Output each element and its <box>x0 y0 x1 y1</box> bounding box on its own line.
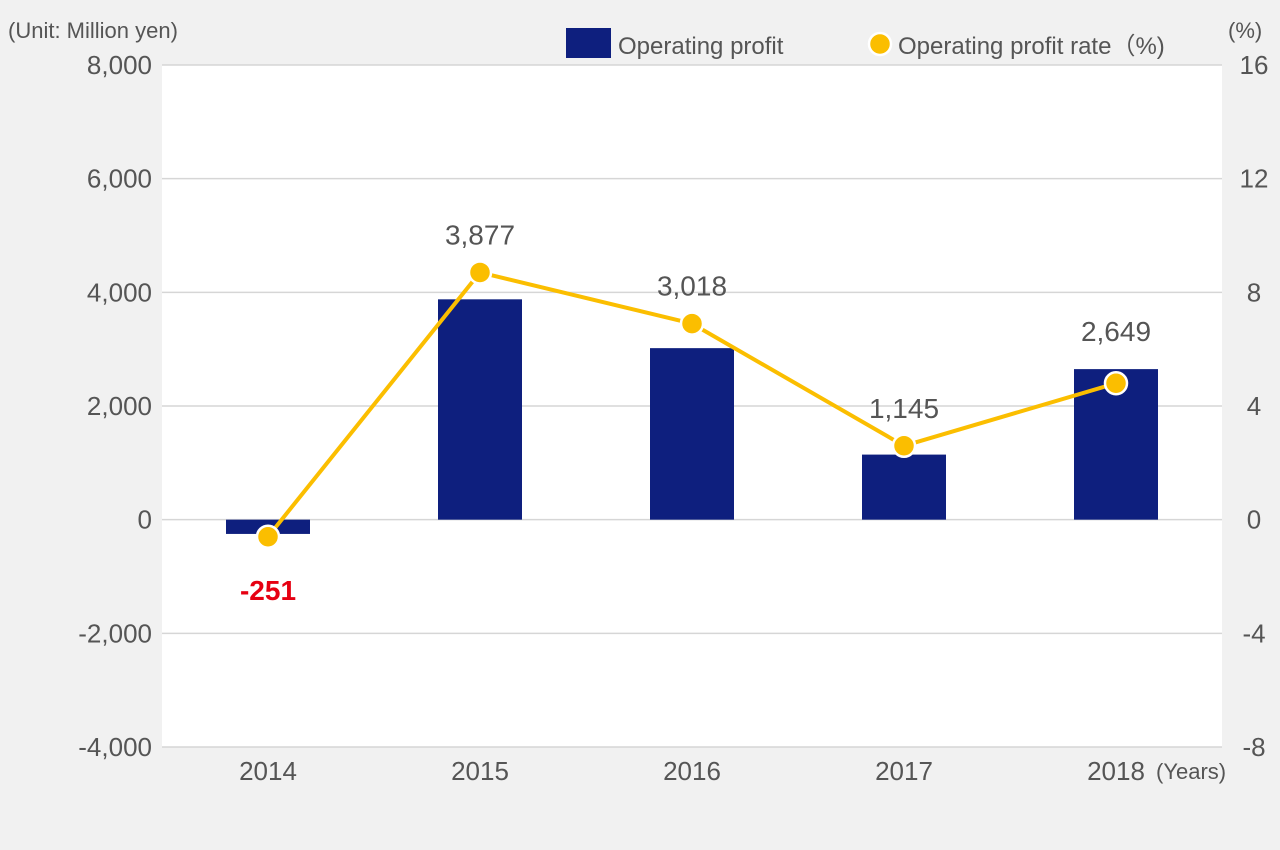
right-tick-label: 8 <box>1247 277 1261 307</box>
right-unit-label: (%) <box>1228 18 1262 43</box>
left-tick-label: 6,000 <box>87 164 152 194</box>
rate-point-2017 <box>891 433 917 459</box>
left-tick-label: -2,000 <box>78 618 152 648</box>
left-tick-label: 0 <box>138 505 152 535</box>
data-label-2017: 1,145 <box>869 393 939 424</box>
x-unit-label: (Years) <box>1156 759 1226 784</box>
x-tick-label: 2017 <box>875 756 933 786</box>
bar-2016 <box>650 348 734 520</box>
right-tick-label: 4 <box>1247 391 1261 421</box>
x-tick-label: 2015 <box>451 756 509 786</box>
left-tick-label: 4,000 <box>87 277 152 307</box>
legend-line-label: Operating profit rate（%) <box>898 33 1165 60</box>
x-axis-ticks: 2014 2015 2016 2017 2018 <box>239 756 1145 786</box>
left-axis-ticks: -4,000 -2,000 0 2,000 4,000 6,000 8,000 <box>78 50 152 762</box>
right-axis-ticks: -8 -4 0 4 8 12 16 <box>1240 50 1269 762</box>
data-label-2018: 2,649 <box>1081 316 1151 347</box>
right-tick-label: -4 <box>1242 618 1265 648</box>
legend-line-swatch <box>867 31 893 57</box>
left-tick-label: -4,000 <box>78 732 152 762</box>
data-label-2015: 3,877 <box>445 219 515 250</box>
data-label-2016: 3,018 <box>657 271 727 302</box>
rate-point-2016 <box>679 311 705 336</box>
right-tick-label: -8 <box>1242 732 1265 762</box>
right-tick-label: 12 <box>1240 164 1269 194</box>
left-tick-label: 2,000 <box>87 391 152 421</box>
x-tick-label: 2016 <box>663 756 721 786</box>
bar-2017 <box>862 454 946 520</box>
x-tick-label: 2018 <box>1087 756 1145 786</box>
left-tick-label: 8,000 <box>87 50 152 80</box>
data-label-2014: -251 <box>240 575 296 606</box>
legend-bar-label: Operating profit <box>618 33 784 60</box>
legend-bar-swatch <box>566 28 611 58</box>
rate-point-2014 <box>255 524 281 549</box>
legend: Operating profit Operating profit rate（%… <box>566 28 1165 60</box>
left-unit-label: (Unit: Million yen) <box>8 18 178 43</box>
bar-2015 <box>438 299 522 520</box>
data-labels: -251 3,877 3,018 1,145 2,649 <box>240 219 1151 605</box>
rate-point-2018 <box>1103 371 1129 396</box>
rate-point-2015 <box>467 260 493 285</box>
right-tick-label: 16 <box>1240 50 1269 80</box>
right-tick-label: 0 <box>1247 505 1261 535</box>
line-series <box>255 260 1129 549</box>
x-tick-label: 2014 <box>239 756 297 786</box>
